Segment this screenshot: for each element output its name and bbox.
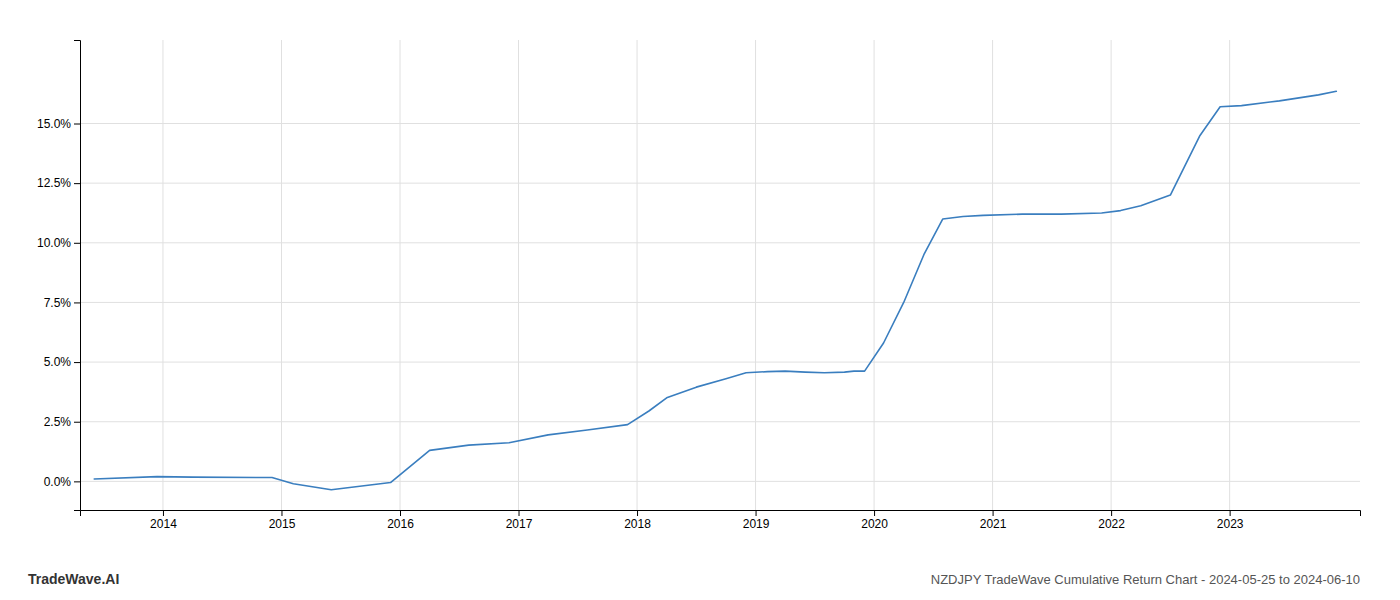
tick-label: 10.0% <box>37 236 71 250</box>
y-axis: 0.0% 2.5% 5.0% 7.5% 10.0% 12.5% 15.0% <box>37 41 81 511</box>
tick-mark <box>637 510 638 516</box>
tick-mark <box>163 510 164 516</box>
tick: 0.0% <box>44 475 80 489</box>
grid-line <box>80 123 1360 124</box>
tick-label: 2023 <box>1217 517 1244 531</box>
grid-line <box>80 242 1360 243</box>
tick-mark <box>74 183 80 184</box>
x-axis: 2014 2015 2016 2017 2018 2019 2020 2021 2022 2023 <box>81 510 1361 531</box>
tick: 5.0% <box>44 355 80 369</box>
tick-mark <box>74 302 80 303</box>
tick: 2021 <box>980 510 1007 531</box>
grid-line <box>518 40 519 510</box>
tick-label: 2021 <box>980 517 1007 531</box>
tick-mark <box>74 124 80 125</box>
tick: 2.5% <box>44 415 80 429</box>
grid-line <box>400 40 401 510</box>
grid-line <box>992 40 993 510</box>
tick-mark <box>993 510 994 516</box>
grid-line <box>162 40 163 510</box>
tick: 2016 <box>387 510 414 531</box>
tick-label: 2020 <box>861 517 888 531</box>
tick-label: 0.0% <box>44 475 72 489</box>
tick-label: 2019 <box>743 517 770 531</box>
grid-line <box>80 421 1360 422</box>
tick-mark <box>756 510 757 516</box>
tick-mark <box>400 510 401 516</box>
grid-line <box>755 40 756 510</box>
tick-label: 15.0% <box>37 117 71 131</box>
tick-label: 2018 <box>624 517 651 531</box>
grid <box>80 40 1360 510</box>
tick-label: 2.5% <box>44 415 72 429</box>
tick-mark <box>74 481 80 482</box>
grid-line <box>80 362 1360 363</box>
tick: 10.0% <box>37 236 80 250</box>
grid-line <box>281 40 282 510</box>
tick-mark <box>519 510 520 516</box>
tick-mark <box>1111 510 1112 516</box>
tick-label: 2016 <box>387 517 414 531</box>
tick-mark <box>874 510 875 516</box>
grid-line <box>80 302 1360 303</box>
watermark: TradeWave.AI <box>28 571 119 587</box>
tick-label: 2022 <box>1098 517 1125 531</box>
grid-line <box>874 40 875 510</box>
tick: 12.5% <box>37 176 80 190</box>
tick-mark <box>74 243 80 244</box>
tick: 2018 <box>624 510 651 531</box>
marks <box>94 91 1336 489</box>
title: NZDJPY TradeWave Cumulative Return Chart… <box>931 572 1360 587</box>
tick: 2014 <box>150 510 177 531</box>
grid-line <box>1229 40 1230 510</box>
tick: 2015 <box>269 510 296 531</box>
line <box>94 91 1336 489</box>
grid-line <box>80 183 1360 184</box>
tick: 2022 <box>1098 510 1125 531</box>
tick: 2023 <box>1217 510 1244 531</box>
grid-line <box>1111 40 1112 510</box>
axis-line <box>81 511 1361 517</box>
tick-mark <box>281 510 282 516</box>
tick-label: 2015 <box>269 517 296 531</box>
plot-area: 2014 2015 2016 2017 2018 2019 2020 2021 2022 2023… <box>37 40 1361 531</box>
tick-label: 5.0% <box>44 355 72 369</box>
tick: 2017 <box>506 510 533 531</box>
tick: 2020 <box>861 510 888 531</box>
tick-mark <box>74 362 80 363</box>
chart: 2014 2015 2016 2017 2018 2019 2020 2021 2022 2023… <box>0 0 1400 600</box>
tick-mark <box>1230 510 1231 516</box>
tick-mark <box>74 422 80 423</box>
tick-label: 12.5% <box>37 176 71 190</box>
tick-label: 7.5% <box>44 296 72 310</box>
grid-line <box>80 481 1360 482</box>
tick-label: 2017 <box>506 517 533 531</box>
axis-line <box>74 41 81 511</box>
tick-label: 2014 <box>150 517 177 531</box>
tick: 2019 <box>743 510 770 531</box>
tick: 15.0% <box>37 117 80 131</box>
tick: 7.5% <box>44 296 80 310</box>
grid-line <box>637 40 638 510</box>
